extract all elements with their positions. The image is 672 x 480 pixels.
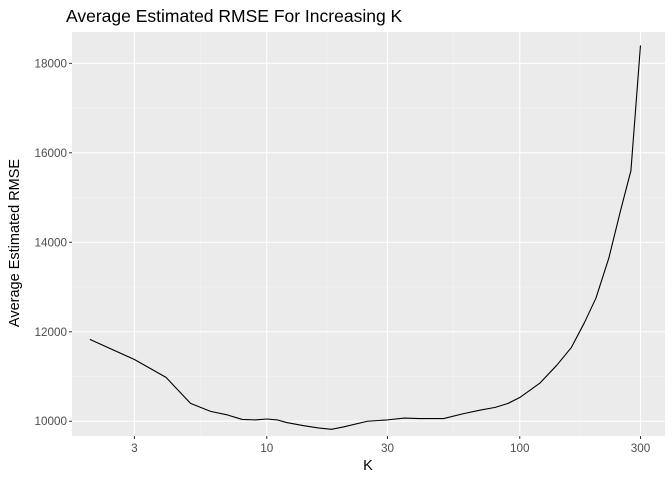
- y-tick-label: 10000: [34, 415, 67, 428]
- major-gridlines: [72, 32, 665, 436]
- chart-title: Average Estimated RMSE For Increasing K: [66, 6, 403, 26]
- x-tick-label: 300: [631, 442, 651, 455]
- x-tick-label: 3: [131, 442, 138, 455]
- y-axis: 10000 12000 14000 16000 18000: [34, 57, 72, 428]
- x-tick-label: 100: [510, 442, 530, 455]
- x-tick-label: 30: [381, 442, 395, 455]
- series-line: [89, 45, 642, 430]
- x-axis: 3 10 30 100 300: [131, 436, 651, 455]
- y-tick-label: 18000: [34, 57, 67, 70]
- plot-panel: [72, 32, 665, 436]
- x-tick-label: 10: [260, 442, 274, 455]
- y-axis-label: Average Estimated RMSE: [7, 159, 23, 327]
- series-layer: [89, 45, 642, 430]
- minor-gridlines: [72, 32, 665, 436]
- x-axis-label: K: [363, 458, 373, 474]
- y-tick-label: 14000: [34, 236, 67, 249]
- y-tick-label: 16000: [34, 147, 67, 160]
- y-tick-label: 12000: [34, 326, 67, 339]
